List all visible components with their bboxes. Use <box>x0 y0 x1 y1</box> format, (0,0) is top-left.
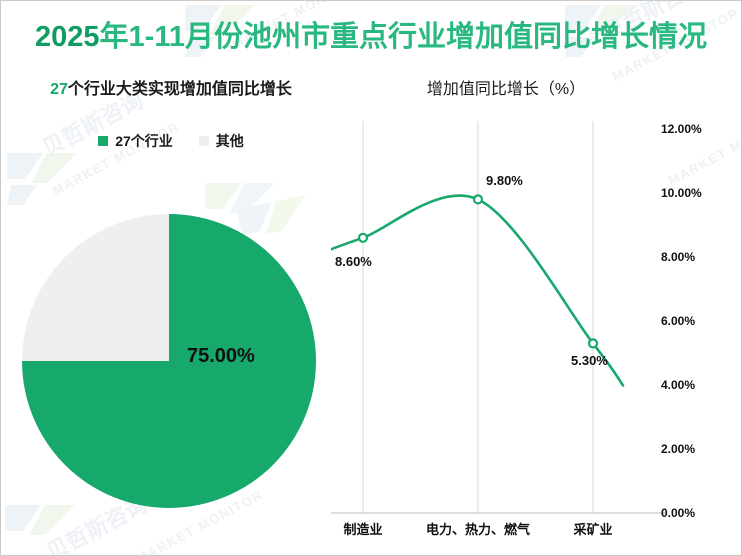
line-data-point[interactable] <box>587 338 599 349</box>
y-axis-tick-label: 4.00% <box>661 378 696 392</box>
y-axis-tick-label: 8.00% <box>661 250 696 264</box>
y-axis-tick-label: 2.00% <box>661 442 696 456</box>
line-data-point[interactable] <box>472 194 484 205</box>
legend-swatch-icon <box>198 136 209 146</box>
pie-slice-value-label: 75.00% <box>187 345 255 367</box>
legend-item-1[interactable]: 其他 <box>198 131 244 151</box>
line-data-value-label: 8.60% <box>335 253 372 269</box>
pie-chart[interactable] <box>21 213 317 509</box>
y-axis-tick-label: 12.00% <box>661 122 702 136</box>
y-axis-tick-label: 6.00% <box>661 314 696 328</box>
line-chart-y-axis: 0.00% 2.00% 4.00% 6.00% 8.00% 10.00% 12.00% <box>661 1 739 555</box>
line-chart-svg <box>321 121 666 514</box>
x-axis-tick-label: 采矿业 <box>573 522 613 537</box>
x-axis-tick-label: 制造业 <box>343 522 383 537</box>
line-data-value-label: 9.80% <box>486 173 523 189</box>
legend-item-0[interactable]: 27个行业 <box>98 131 173 151</box>
watermark-logo-icon <box>7 153 77 205</box>
line-chart[interactable] <box>321 111 741 521</box>
line-chart-subtitle: 增加值同比增长（%） <box>426 81 586 98</box>
page-title-rest: 年1-11月份池州市重点行业增加值同比增长情况 <box>99 21 707 53</box>
page-title-year: 2025 <box>35 21 100 53</box>
y-axis-tick-label: 0.00% <box>661 506 696 520</box>
x-axis-tick-label: 电力、热力、燃气 <box>425 522 531 537</box>
y-axis-tick-label: 10.00% <box>661 186 702 200</box>
watermark-logo-icon <box>5 505 75 535</box>
line-data-value-label: 5.30% <box>571 353 608 369</box>
legend-label: 其他 <box>215 133 244 149</box>
pie-subtitle-text: 个行业大类实现增加值同比增长 <box>67 81 292 98</box>
page-title: 2025年1-11月份池州市重点行业增加值同比增长情况 <box>1 19 741 55</box>
pie-chart-svg <box>22 214 316 508</box>
pie-slice[interactable] <box>22 214 169 361</box>
line-data-point[interactable] <box>357 232 369 243</box>
pie-chart-legend: 27个行业 其他 <box>1 131 341 151</box>
pie-subtitle-count: 27 <box>50 81 68 98</box>
pie-chart-subtitle: 27个行业大类实现增加值同比增长 <box>1 75 341 99</box>
legend-swatch-icon <box>98 136 109 146</box>
legend-label: 27个行业 <box>115 133 173 149</box>
